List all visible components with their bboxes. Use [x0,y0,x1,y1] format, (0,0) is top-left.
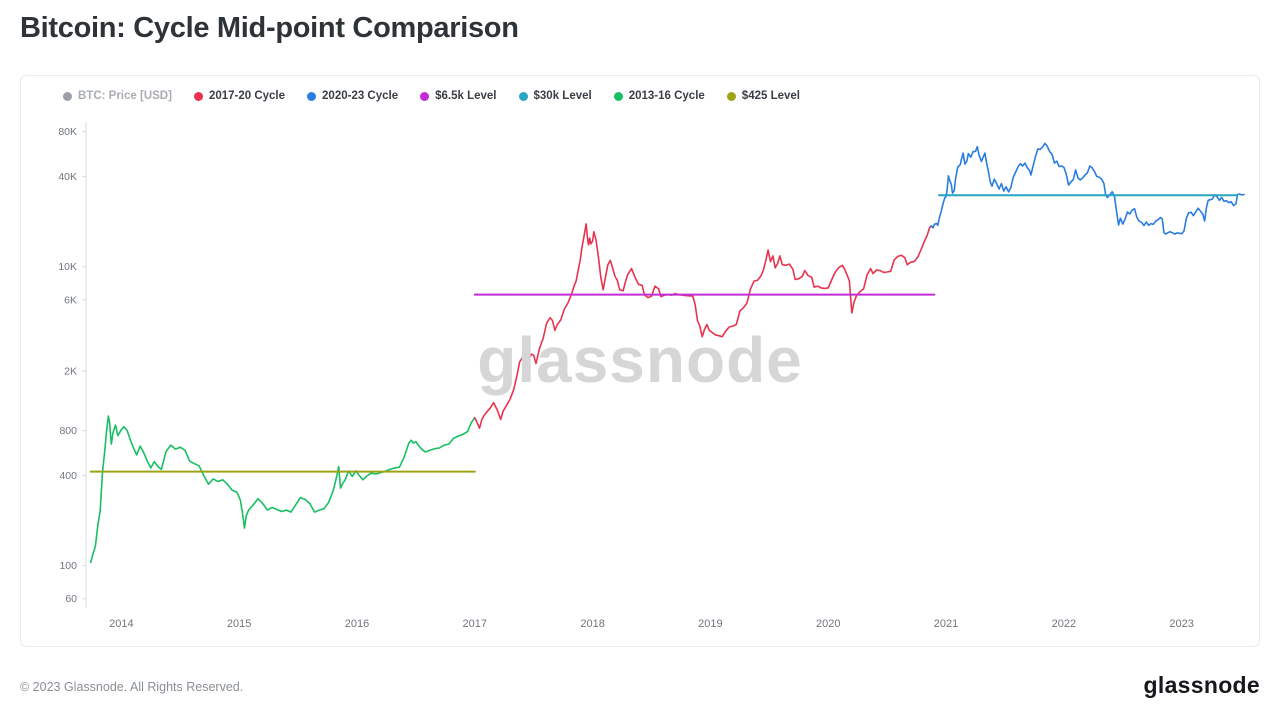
x-tick-label: 2017 [463,618,487,630]
footer-copyright: © 2023 Glassnode. All Rights Reserved. [20,680,244,694]
legend-dot [193,91,203,101]
x-tick-label: 2014 [109,618,133,630]
legend-item-30k-level[interactable]: $30k Level [518,90,592,102]
legend-dot [63,91,72,101]
page-title: Bitcoin: Cycle Mid-point Comparison [20,12,519,44]
glassnode-logo: glassnode [1143,672,1260,698]
price-chart[interactable]: 80K 40K 10K 6K 2K 800 400 100 60 2014 2015 2016 2017… [22,116,1258,646]
legend-item-2013-16-cycle[interactable]: 2013-16 Cycle [613,90,705,102]
chart-legend: BTC: Price [USD] 2017-20 Cycle 2020-23 Cyc… [21,76,1259,116]
chart-card: BTC: Price [USD] 2017-20 Cycle 2020-23 Cyc… [20,75,1260,647]
x-tick-label: 2016 [345,618,369,630]
x-tick-label: 2021 [934,618,958,630]
legend-dot [613,91,623,101]
legend-item-6-5k-level[interactable]: $6.5k Level [420,90,497,102]
legend-item-btc-price-usd[interactable]: BTC: Price [USD] [63,90,172,102]
legend-label: $6.5k Level [435,90,497,102]
x-tick-label: 2023 [1169,618,1193,630]
y-tick-label: 800 [59,425,77,437]
x-tick-label: 2019 [698,618,722,630]
legend-dot [420,91,430,101]
y-tick-label: 40K [58,171,77,183]
legend-label: $425 Level [741,90,800,102]
legend-item-2020-23-cycle[interactable]: 2020-23 Cycle [307,90,398,102]
y-tick-label: 60 [65,593,77,605]
legend-label: 2017-20 Cycle [208,90,286,102]
plot-area: 80K 40K 10K 6K 2K 800 400 100 60 2014 2015 2016 2017… [22,116,1258,646]
legend-dot [726,91,736,101]
series-2020-23-cycle [930,142,1245,235]
y-tick-label: 100 [59,560,77,572]
y-tick-label: 400 [59,470,77,482]
legend-label: 2020-23 Cycle [322,90,399,102]
series-2013-16-cycle [89,415,476,564]
y-tick-label: 80K [58,126,77,138]
legend-dot [307,91,317,101]
y-tick-label: 6K [64,294,77,306]
legend-label: $30k Level [533,90,592,102]
legend-item-425-level[interactable]: $425 Level [726,90,800,102]
y-tick-label: 10K [58,261,77,273]
x-tick-label: 2022 [1052,618,1076,630]
legend-dot [518,91,528,101]
legend-label: 2013-16 Cycle [628,90,705,102]
legend-label: BTC: Price [USD] [78,90,172,102]
x-tick-label: 2015 [227,618,251,630]
legend-item-2017-20-cycle[interactable]: 2017-20 Cycle [193,90,286,102]
x-tick-label: 2020 [816,618,840,630]
series-2017-20-cycle [474,223,933,429]
x-tick-label: 2018 [580,618,604,630]
y-tick-label: 2K [64,366,77,378]
